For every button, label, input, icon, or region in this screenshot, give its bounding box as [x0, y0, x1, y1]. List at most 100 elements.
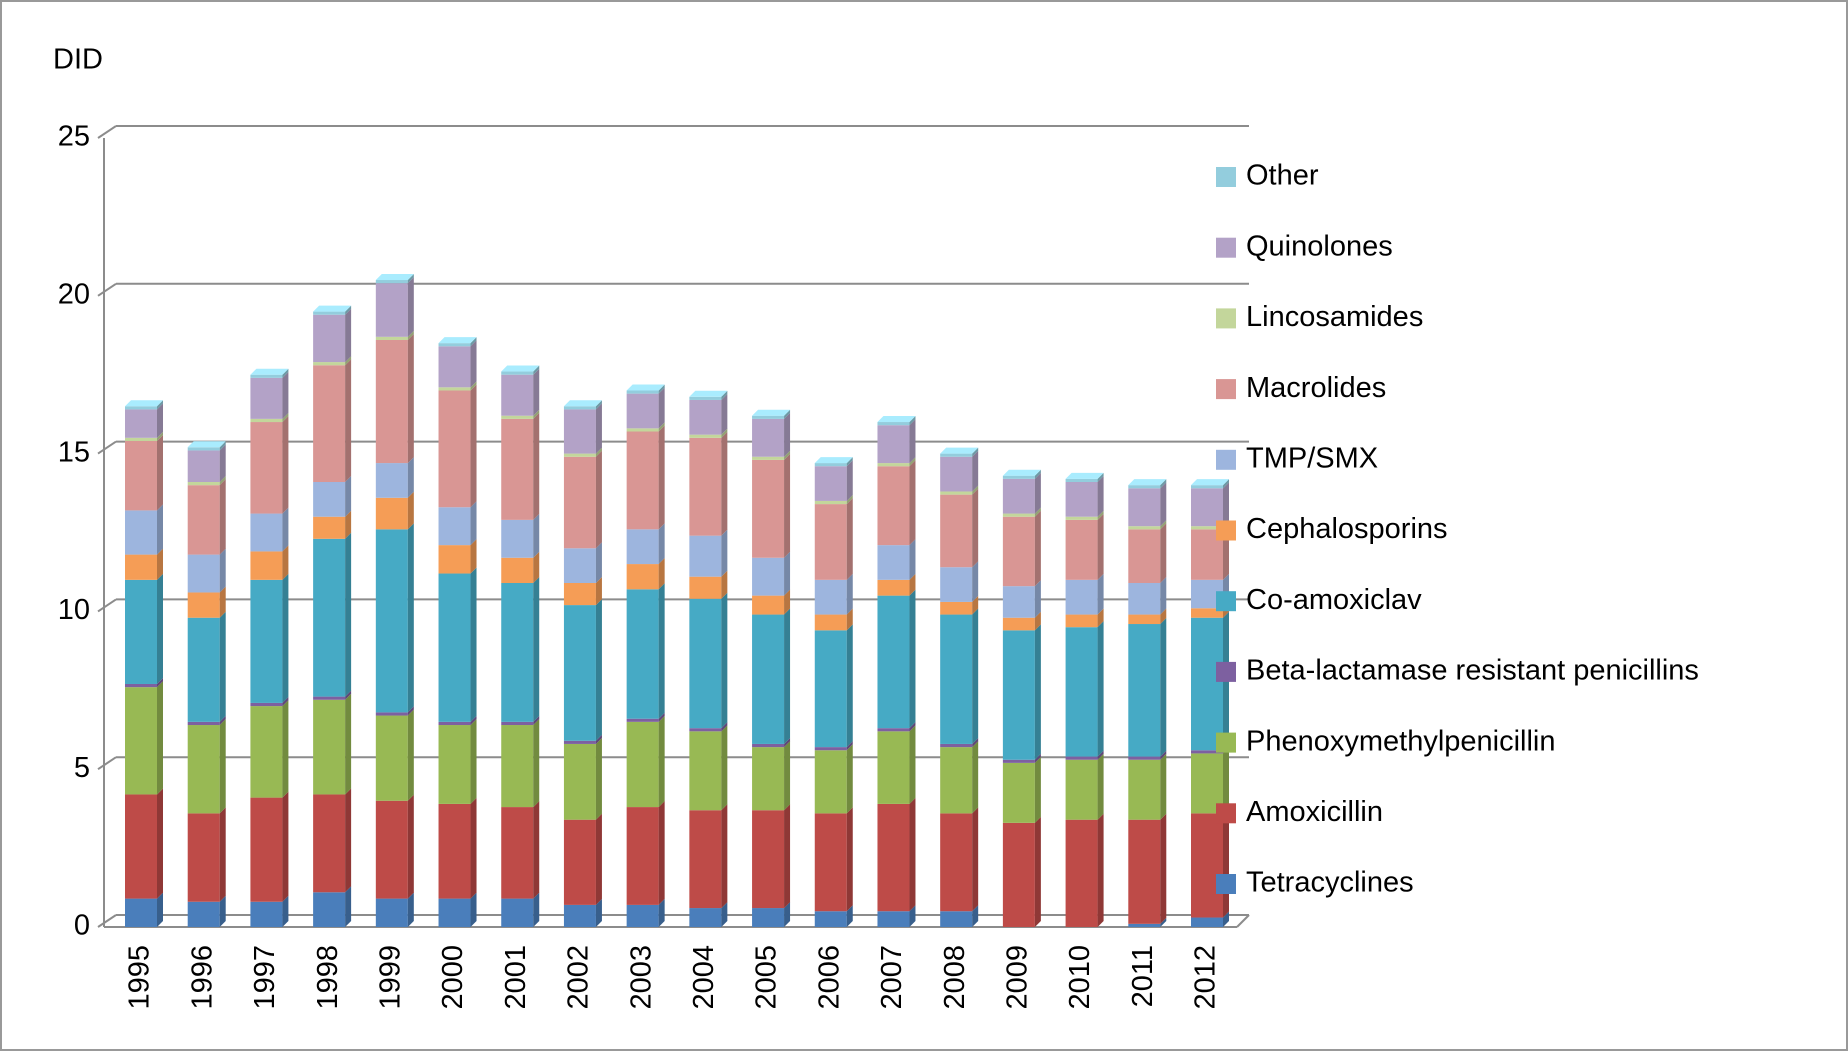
bar-segment	[626, 718, 659, 722]
bar-side	[595, 542, 602, 583]
tick-mark	[97, 756, 117, 771]
bar-side	[407, 794, 414, 899]
bar-segment	[752, 459, 785, 558]
bar-side	[658, 583, 665, 719]
bar-side	[658, 898, 665, 927]
bar-segment	[250, 374, 283, 378]
bar-segment	[689, 399, 722, 435]
bar-side	[470, 340, 477, 388]
bar-segment	[125, 898, 157, 927]
bar-segment	[752, 743, 785, 748]
bar-side	[721, 804, 728, 909]
bar-top	[752, 409, 791, 416]
bar-segment	[375, 529, 408, 713]
bar-side	[721, 431, 728, 536]
bar-segment	[1002, 513, 1035, 517]
bar-side	[407, 491, 414, 530]
bar-segment	[626, 564, 659, 590]
bar-segment	[689, 810, 722, 909]
bar-side	[345, 690, 352, 700]
bar-segment	[563, 582, 596, 606]
bar-side	[1034, 580, 1041, 618]
bar-side	[1097, 750, 1104, 760]
bar-segment	[1002, 617, 1035, 631]
bar-side	[1034, 510, 1041, 587]
bar-segment	[1191, 750, 1223, 754]
bar-side	[1160, 520, 1167, 530]
bar-segment	[563, 456, 596, 549]
x-tick-label: 2009	[1002, 945, 1034, 1010]
bar-side	[784, 737, 791, 748]
bar-segment	[501, 557, 534, 583]
x-tick-label: 2005	[751, 945, 783, 1010]
bar-segment	[250, 422, 283, 514]
bar-segment	[313, 516, 346, 539]
bar-top	[250, 368, 289, 375]
bar-side	[784, 551, 791, 596]
bar-side	[909, 416, 916, 426]
bar-segment	[689, 535, 722, 577]
bar-side	[470, 539, 477, 574]
bar-segment	[752, 415, 785, 419]
bar-side	[1034, 753, 1041, 763]
legend-label: Phenoxymethylpenicillin	[1246, 725, 1556, 757]
bar-segment	[940, 494, 973, 568]
bar-segment	[375, 715, 408, 801]
bar-segment	[438, 387, 471, 391]
bar-segment	[1128, 923, 1161, 927]
bar-segment	[814, 579, 847, 615]
bar-segment	[940, 911, 973, 927]
bar-side	[219, 476, 226, 486]
bar-side	[972, 737, 979, 748]
bar-side	[1034, 624, 1041, 760]
bar-top	[1002, 469, 1041, 476]
bar-side	[1160, 813, 1167, 924]
bar-side	[595, 403, 602, 454]
bar-segment	[250, 901, 283, 927]
bar-side	[345, 305, 352, 315]
bar-side	[157, 681, 163, 795]
bar-side	[1160, 523, 1167, 583]
bar-segment	[1191, 526, 1223, 530]
bar-side	[1097, 510, 1104, 520]
bar-segment	[752, 557, 785, 596]
bar-segment	[501, 374, 534, 416]
legend-swatch	[1216, 591, 1236, 612]
bar-segment	[501, 725, 534, 808]
bar-segment	[1128, 759, 1161, 820]
bar-side	[784, 589, 791, 615]
bar-side	[909, 457, 916, 467]
bar-segment	[250, 797, 283, 902]
bar-segment	[1128, 488, 1161, 527]
bar-segment	[940, 743, 973, 748]
bar-segment	[877, 911, 910, 927]
bar-segment	[563, 819, 596, 905]
bar-segment	[1065, 756, 1098, 760]
legend-swatch	[1216, 379, 1236, 400]
bar-side	[1097, 753, 1104, 820]
bar-side	[345, 788, 352, 893]
bar-side	[407, 277, 414, 337]
bar-side	[721, 529, 728, 577]
bar-side	[533, 365, 540, 375]
bar-side	[1160, 479, 1167, 489]
bar-segment	[313, 482, 346, 517]
bar-top	[1128, 479, 1167, 486]
bar-side	[533, 513, 540, 558]
bar-side	[219, 611, 226, 722]
bar-segment	[563, 605, 596, 741]
bar-top	[501, 365, 540, 372]
legend-label: Lincosamides	[1246, 301, 1423, 333]
bar-side	[658, 712, 665, 722]
bar-segment	[375, 283, 408, 337]
bar-side	[533, 412, 540, 520]
bar-side	[846, 608, 853, 631]
legend-label: TMP/SMX	[1246, 442, 1378, 474]
bar-segment	[187, 813, 220, 902]
bar-side	[909, 573, 916, 596]
bar-segment	[125, 554, 157, 580]
bar-segment	[1128, 624, 1161, 757]
bar-segment	[752, 908, 785, 927]
bar-segment	[1002, 762, 1035, 823]
x-tick-label: 1999	[374, 945, 406, 1010]
